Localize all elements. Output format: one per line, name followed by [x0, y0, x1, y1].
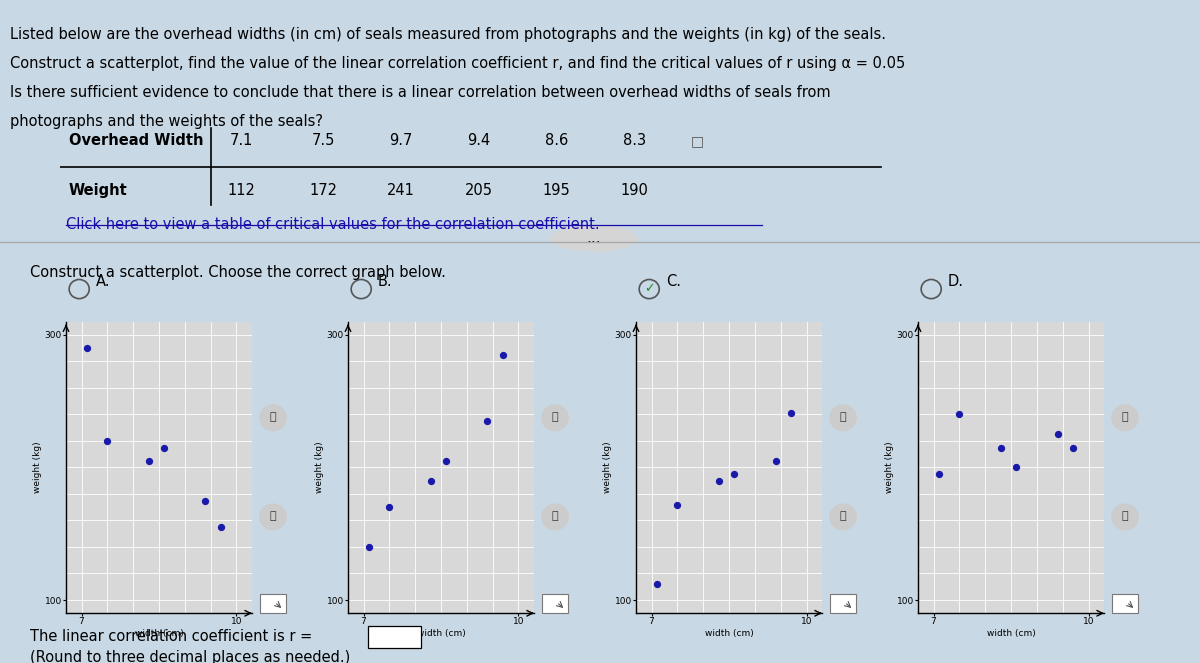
Point: [991, 442, 1010, 453]
Text: □: □: [691, 134, 704, 148]
Point: [766, 455, 785, 466]
FancyBboxPatch shape: [542, 593, 568, 613]
Ellipse shape: [551, 225, 637, 251]
Text: 🔍: 🔍: [270, 511, 276, 521]
Text: 9.7: 9.7: [390, 133, 413, 149]
Text: 172: 172: [310, 183, 337, 198]
Text: 🔍: 🔍: [840, 511, 846, 521]
Text: 🔍: 🔍: [1122, 511, 1128, 521]
Point: [1048, 429, 1067, 440]
Circle shape: [542, 504, 569, 530]
Point: [97, 436, 116, 446]
Point: [725, 469, 744, 479]
Point: [667, 499, 686, 510]
Text: 195: 195: [542, 183, 571, 198]
Text: Overhead Width: Overhead Width: [68, 133, 203, 149]
Point: [647, 579, 666, 589]
Point: [781, 408, 800, 418]
Text: Weight: Weight: [68, 183, 127, 198]
Circle shape: [260, 504, 287, 530]
Point: [421, 475, 440, 486]
Text: D.: D.: [948, 274, 964, 289]
Text: 9.4: 9.4: [468, 133, 491, 149]
Text: The linear correlation coefficient is r =: The linear correlation coefficient is r …: [30, 629, 312, 644]
Y-axis label: weight (kg): weight (kg): [32, 442, 42, 493]
Point: [493, 349, 512, 360]
Point: [949, 409, 968, 420]
Circle shape: [542, 405, 569, 431]
Text: ✓: ✓: [644, 282, 654, 296]
Text: 🔍: 🔍: [1122, 412, 1128, 422]
Circle shape: [260, 405, 287, 431]
Text: A.: A.: [96, 274, 110, 289]
Point: [77, 343, 96, 353]
Text: 190: 190: [620, 183, 648, 198]
Text: 🔍: 🔍: [270, 412, 276, 422]
Text: 8.6: 8.6: [545, 133, 569, 149]
Text: 🔍: 🔍: [552, 412, 558, 422]
Circle shape: [1111, 504, 1139, 530]
Y-axis label: weight (kg): weight (kg): [884, 442, 894, 493]
Text: 112: 112: [228, 183, 256, 198]
Point: [211, 522, 230, 532]
Circle shape: [1111, 405, 1139, 431]
Text: photographs and the weights of the seals?: photographs and the weights of the seals…: [10, 114, 323, 129]
Text: 7.1: 7.1: [229, 133, 253, 149]
Text: C.: C.: [666, 274, 682, 289]
FancyBboxPatch shape: [1112, 593, 1138, 613]
Point: [155, 442, 174, 453]
Circle shape: [830, 405, 857, 431]
Point: [709, 475, 728, 486]
FancyBboxPatch shape: [260, 593, 286, 613]
Text: (Round to three decimal places as needed.): (Round to three decimal places as needed…: [30, 650, 350, 663]
Text: Construct a scatterplot. Choose the correct graph below.: Construct a scatterplot. Choose the corr…: [30, 265, 446, 280]
X-axis label: width (cm): width (cm): [704, 629, 754, 638]
FancyBboxPatch shape: [830, 593, 856, 613]
Text: B.: B.: [378, 274, 392, 289]
Text: 8.3: 8.3: [623, 133, 646, 149]
Y-axis label: weight (kg): weight (kg): [314, 442, 324, 493]
Y-axis label: weight (kg): weight (kg): [602, 442, 612, 493]
Text: 241: 241: [388, 183, 415, 198]
Point: [437, 455, 456, 466]
X-axis label: width (cm): width (cm): [134, 629, 184, 638]
Point: [139, 455, 158, 466]
Text: Is there sufficient evidence to conclude that there is a linear correlation betw: Is there sufficient evidence to conclude…: [10, 85, 830, 100]
Text: 205: 205: [466, 183, 493, 198]
Text: Listed below are the overhead widths (in cm) of seals measured from photographs : Listed below are the overhead widths (in…: [10, 27, 886, 42]
Point: [1063, 442, 1082, 453]
Text: Construct a scatterplot, find the value of the linear correlation coefficient r,: Construct a scatterplot, find the value …: [10, 56, 905, 71]
Text: ...: ...: [587, 231, 601, 246]
Point: [359, 542, 378, 552]
Text: 🔍: 🔍: [840, 412, 846, 422]
Point: [379, 502, 398, 512]
X-axis label: width (cm): width (cm): [986, 629, 1036, 638]
Circle shape: [830, 504, 857, 530]
Point: [1007, 462, 1026, 473]
Point: [929, 469, 948, 479]
Point: [196, 495, 215, 506]
Text: Click here to view a table of critical values for the correlation coefficient.: Click here to view a table of critical v…: [66, 217, 600, 233]
Text: 🔍: 🔍: [552, 511, 558, 521]
Text: 7.5: 7.5: [312, 133, 335, 149]
X-axis label: width (cm): width (cm): [416, 629, 466, 638]
Point: [478, 416, 497, 426]
